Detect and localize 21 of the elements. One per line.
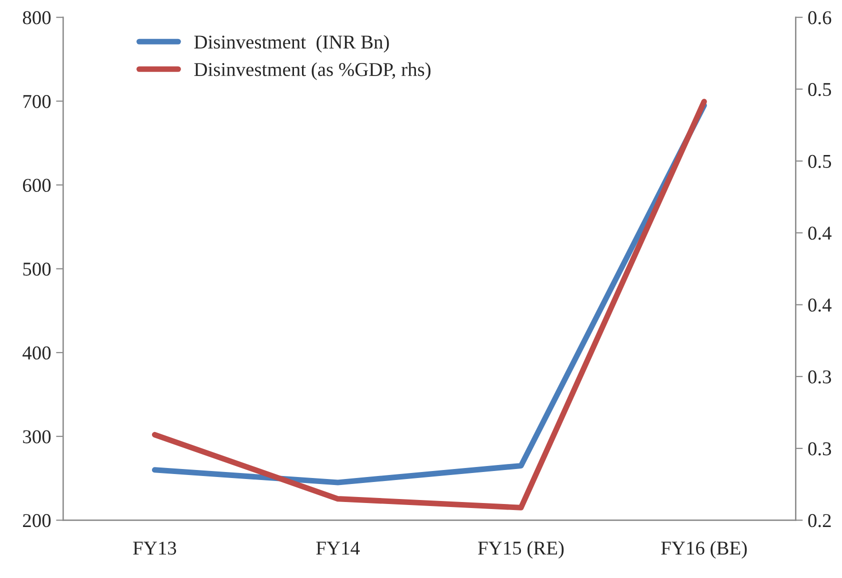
y2-tick-label: 0.5	[808, 154, 832, 168]
y-tick-label: 200	[23, 514, 51, 528]
y2-tick-label: 0.2	[808, 514, 831, 528]
y-tick-label: 500	[23, 262, 51, 276]
y-tick-label: 300	[23, 430, 51, 444]
x-tick-label: FY16 (BE)	[661, 541, 747, 559]
y2-tick-label: 0.3	[808, 442, 832, 456]
y2-tick-label: 0.5	[808, 82, 832, 96]
x-tick-label: FY13	[133, 542, 176, 555]
y-tick-label: 600	[23, 178, 51, 192]
x-tick-label: FY15 (RE)	[478, 541, 564, 559]
legend-label: Disinvestment (INR Bn)	[194, 34, 389, 53]
y2-tick-label: 0.6	[808, 11, 832, 24]
y2-tick-label: 0.3	[808, 370, 832, 384]
y2-tick-label: 0.4	[808, 226, 832, 240]
legend-label: Disinvestment (as %GDP, rhs)	[194, 62, 430, 80]
y-tick-label: 700	[23, 94, 51, 108]
x-tick-label: FY14	[316, 542, 360, 555]
y-tick-label: 400	[22, 346, 51, 360]
y-tick-label: 800	[22, 11, 51, 24]
y2-tick-label: 0.4	[808, 298, 832, 312]
